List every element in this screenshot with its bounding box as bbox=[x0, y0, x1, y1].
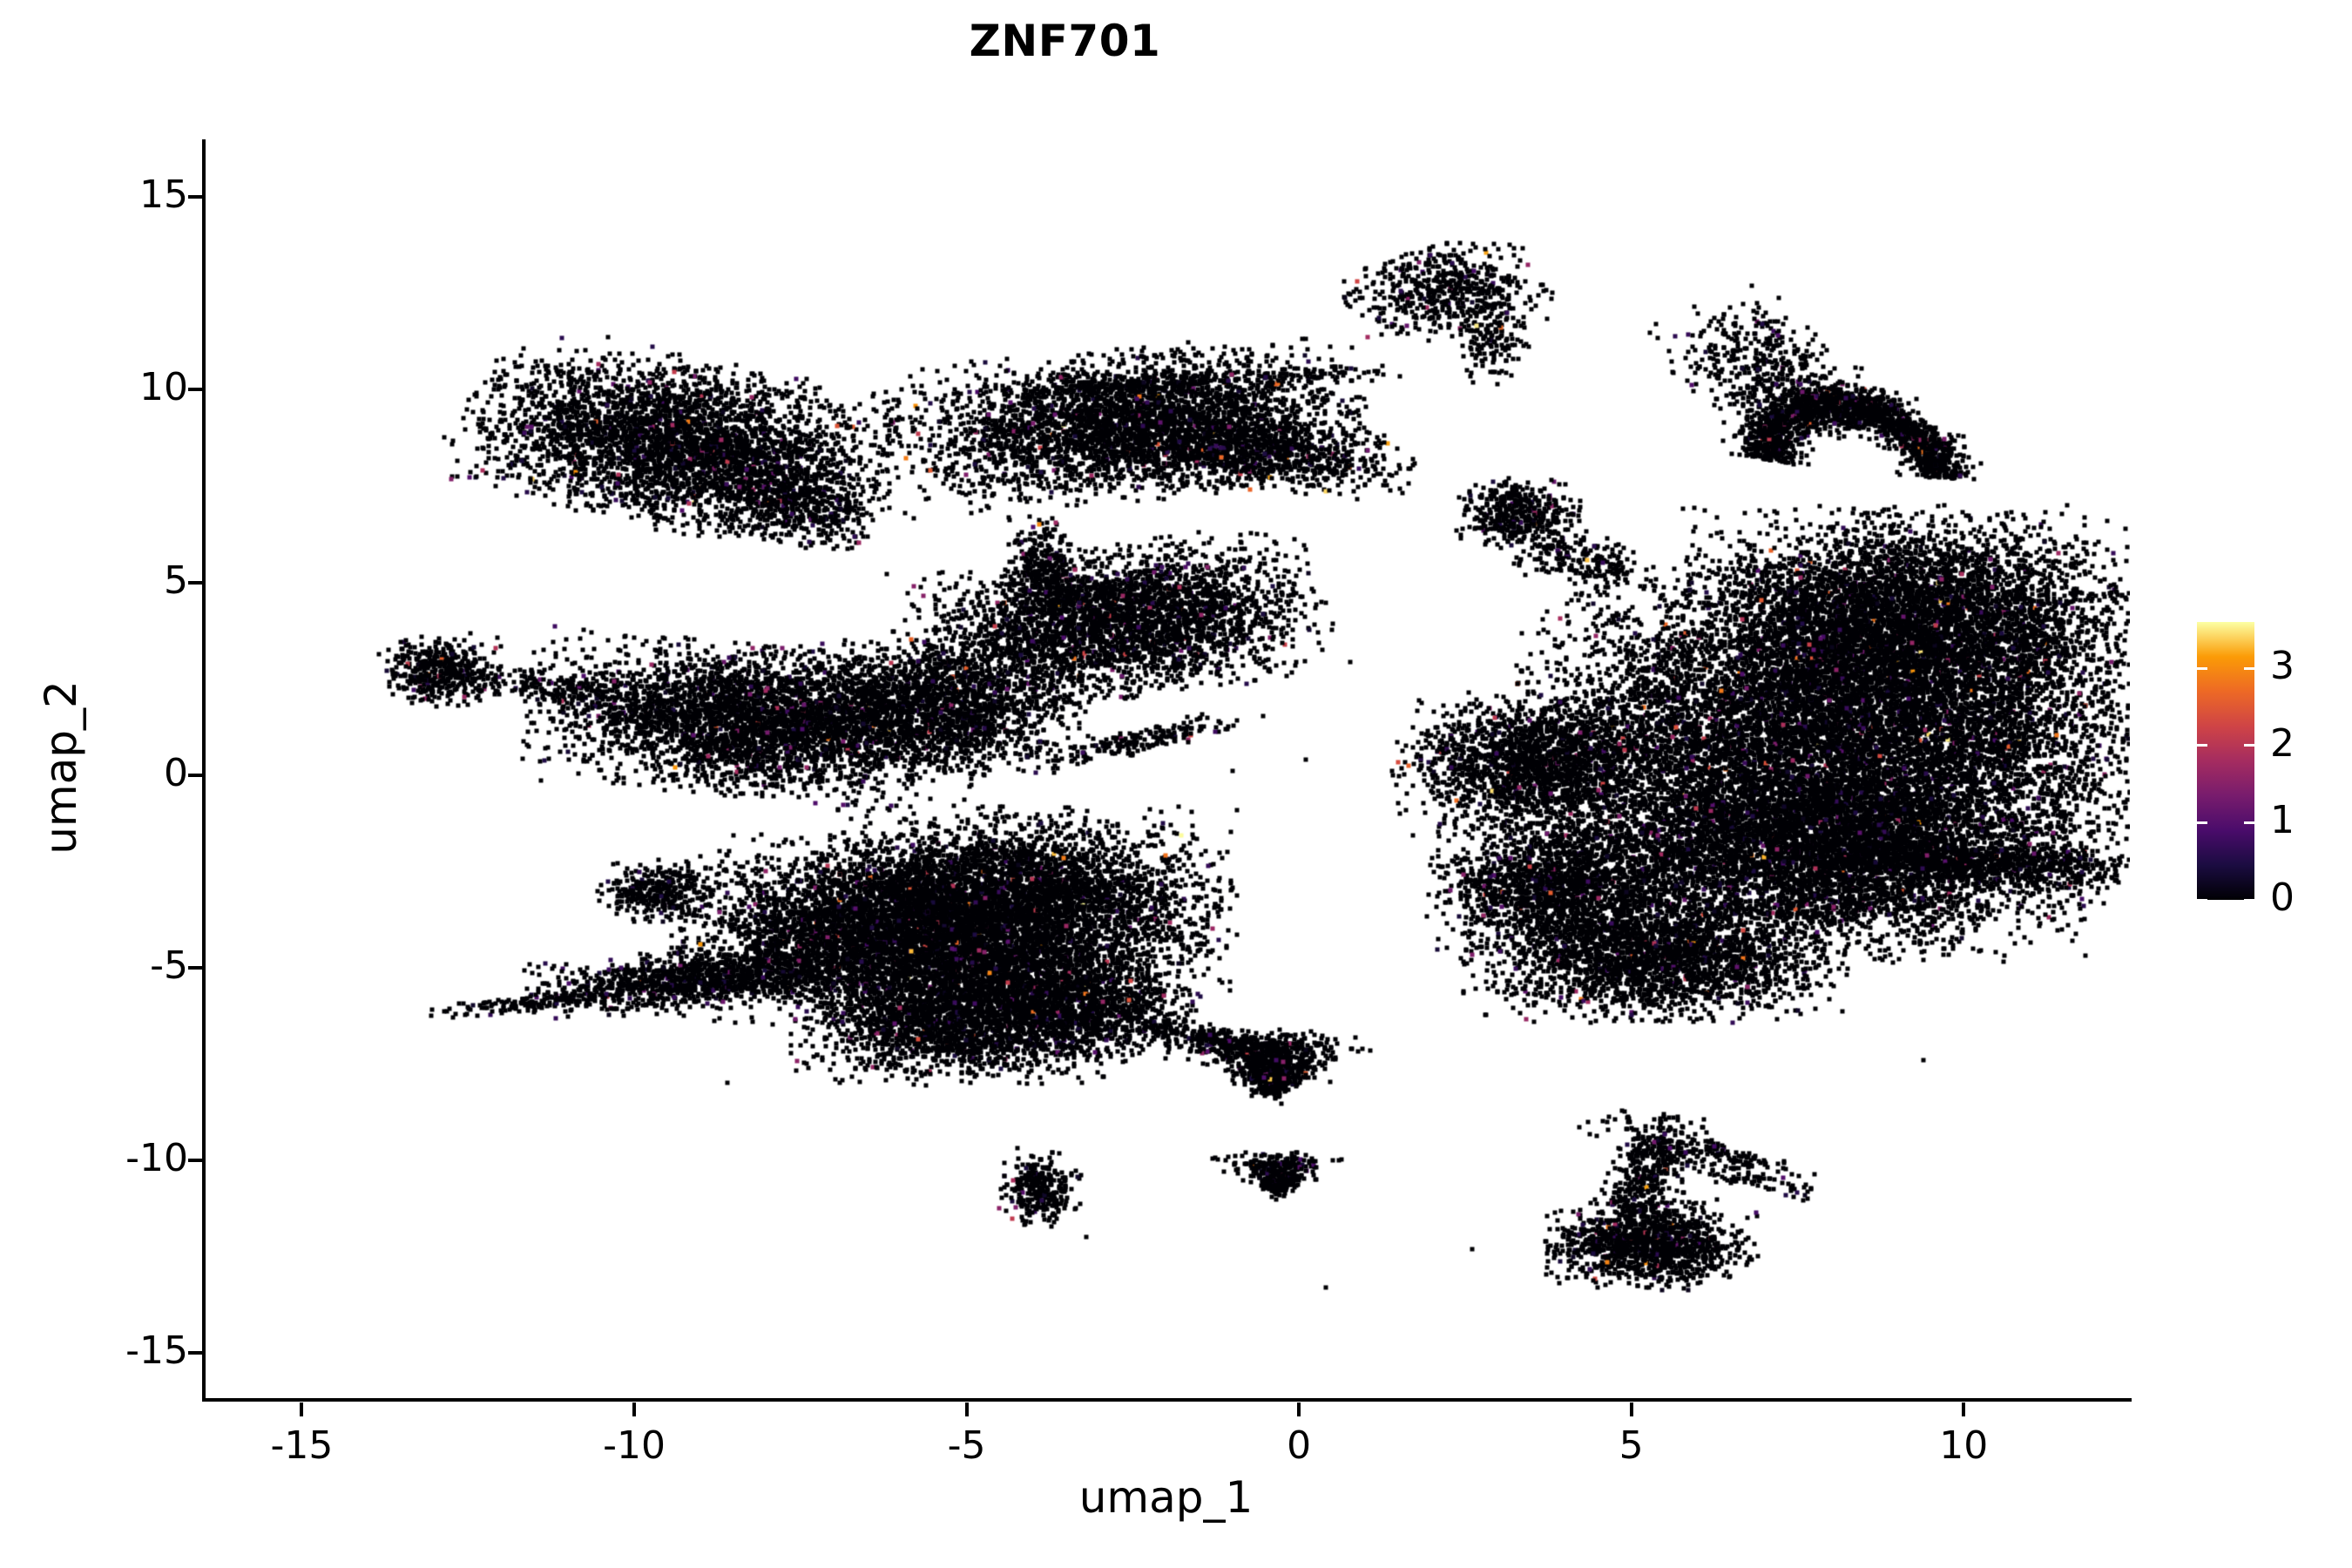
x-tick-label: 5 bbox=[1619, 1423, 1644, 1468]
colorbar-tick-mark bbox=[2244, 821, 2254, 824]
colorbar-tick-mark bbox=[2197, 898, 2207, 902]
colorbar-tick-label: 2 bbox=[2270, 720, 2295, 766]
y-tick-label: -5 bbox=[150, 943, 188, 988]
x-tick-mark bbox=[1962, 1402, 1966, 1416]
colorbar-tick-mark bbox=[2197, 821, 2207, 824]
y-tick-mark bbox=[188, 773, 202, 777]
colorbar-tick-mark bbox=[2244, 666, 2254, 670]
colorbar-tick-label: 1 bbox=[2270, 798, 2295, 843]
colorbar-tick-label: 0 bbox=[2270, 875, 2295, 920]
y-axis-spine bbox=[202, 139, 206, 1402]
colorbar-tick-mark bbox=[2197, 744, 2207, 747]
x-tick-mark bbox=[300, 1402, 304, 1416]
scatter-plot-axes[interactable] bbox=[202, 139, 2130, 1399]
x-tick-mark bbox=[1297, 1402, 1301, 1416]
x-tick-label: 0 bbox=[1287, 1423, 1312, 1468]
x-tick-mark bbox=[964, 1402, 969, 1416]
x-tick-label: -15 bbox=[270, 1423, 334, 1468]
colorbar-tick-label: 3 bbox=[2270, 644, 2295, 689]
y-tick-label: 0 bbox=[164, 750, 188, 795]
y-tick-mark bbox=[188, 580, 202, 585]
y-tick-label: -15 bbox=[125, 1328, 188, 1373]
umap-scatter-points[interactable] bbox=[202, 139, 2130, 1399]
colorbar-tick-mark bbox=[2197, 666, 2207, 670]
x-axis-spine bbox=[202, 1398, 2132, 1402]
y-tick-mark bbox=[188, 195, 202, 199]
y-tick-mark bbox=[188, 1350, 202, 1355]
y-tick-mark bbox=[188, 1158, 202, 1162]
x-tick-mark bbox=[632, 1402, 637, 1416]
x-tick-label: -5 bbox=[947, 1423, 986, 1468]
y-tick-label: 15 bbox=[139, 172, 188, 218]
page-title: ZNF701 bbox=[969, 16, 1161, 66]
y-tick-mark bbox=[188, 388, 202, 392]
y-axis-label: umap_2 bbox=[36, 680, 86, 855]
x-tick-mark bbox=[1629, 1402, 1633, 1416]
colorbar-gradient bbox=[2197, 622, 2254, 900]
x-axis-label: umap_1 bbox=[1078, 1472, 1254, 1523]
y-tick-label: -10 bbox=[125, 1135, 188, 1180]
colorbar-tick-mark bbox=[2244, 744, 2254, 747]
y-tick-label: 5 bbox=[164, 558, 188, 603]
x-tick-label: -10 bbox=[603, 1423, 666, 1468]
colorbar-tick-mark bbox=[2244, 898, 2254, 902]
x-tick-label: 10 bbox=[1939, 1423, 1989, 1468]
y-tick-label: 10 bbox=[139, 365, 188, 410]
y-tick-mark bbox=[188, 965, 202, 970]
